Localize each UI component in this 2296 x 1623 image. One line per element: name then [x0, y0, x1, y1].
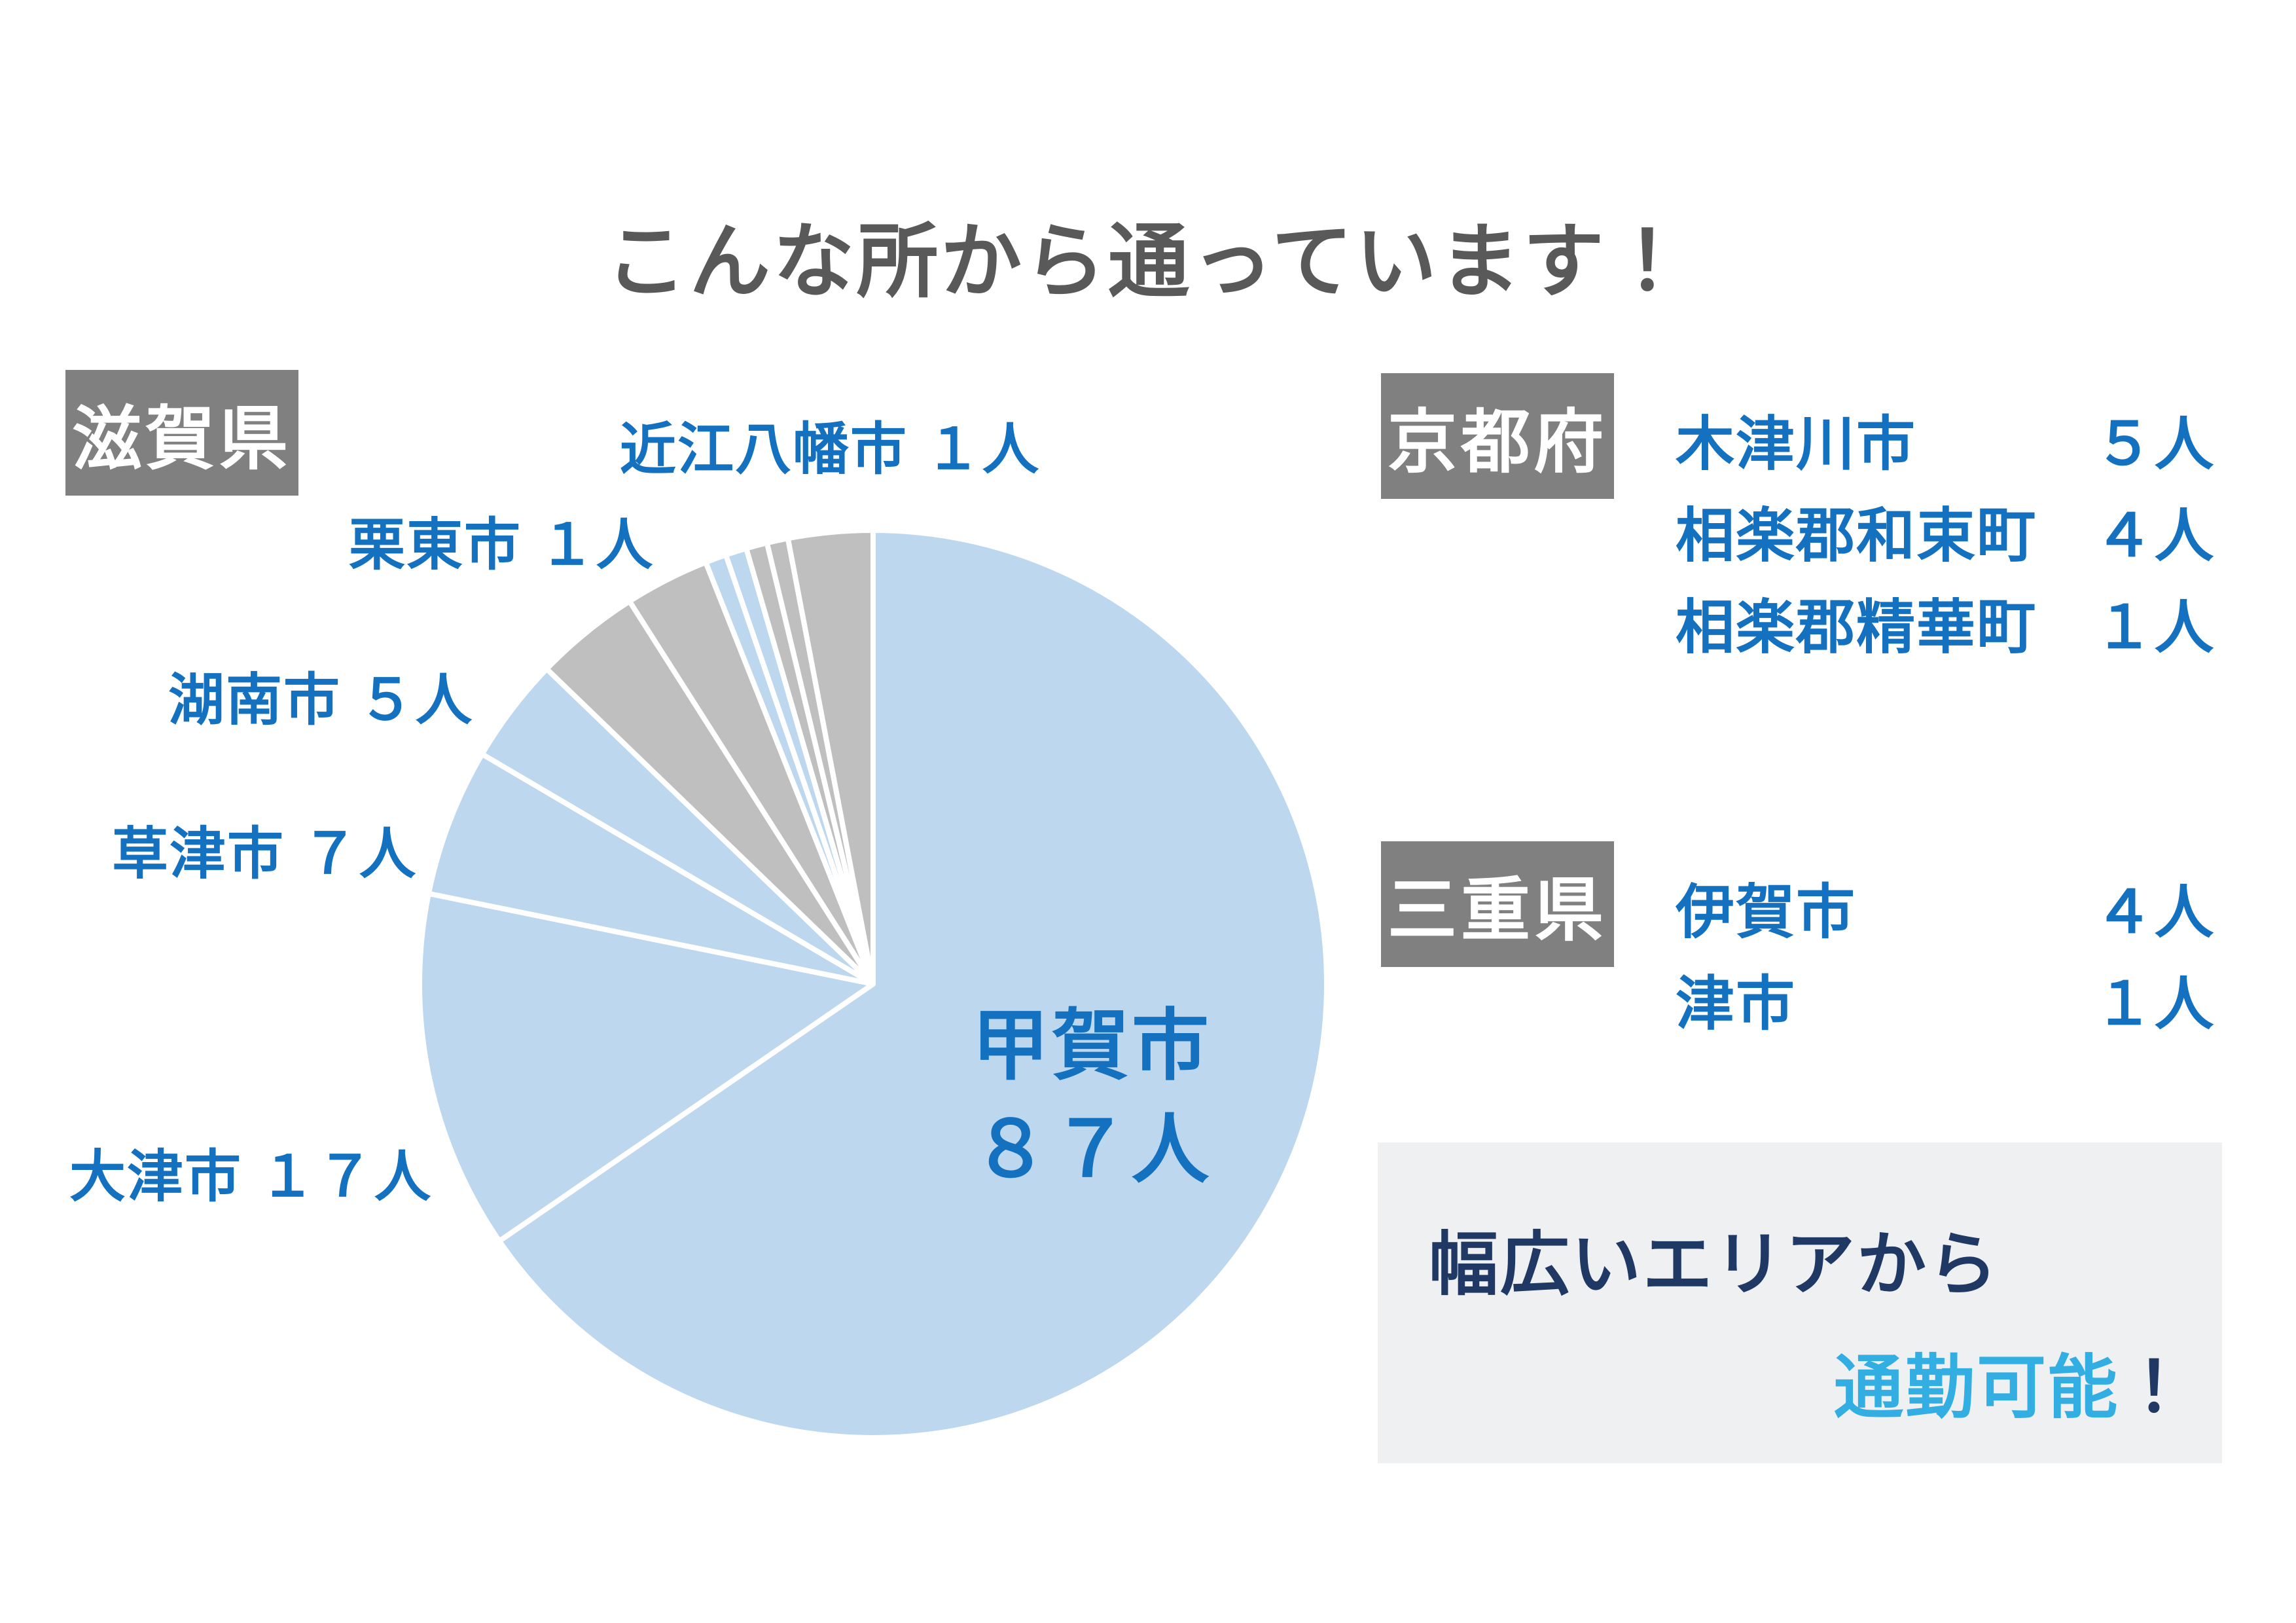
pie-slice-甲賀市	[496, 528, 1329, 1440]
pie-label-konan: 湖南市 ５人	[168, 668, 473, 732]
city-count: ５人	[2094, 412, 2215, 477]
city-name: 木津川市	[1676, 412, 1916, 477]
city-count: ４人	[2094, 880, 2215, 945]
pie-chart	[417, 528, 1329, 1440]
pie-slice-伊賀市	[785, 528, 876, 987]
badge-shiga: 滋賀県	[65, 370, 298, 496]
highlight-line1: 幅広いエリアから	[1429, 1226, 2000, 1304]
pie-label-koka-count: ８７人	[971, 1106, 1212, 1193]
city-count: １人	[2094, 595, 2215, 661]
badge-kyoto: 京都府	[1381, 373, 1614, 499]
highlight-accent: 通勤可能	[1834, 1349, 2119, 1427]
city-count: １人	[2094, 972, 2215, 1037]
city-name: 伊賀市	[1676, 880, 1856, 945]
pie-label-ritto: 栗東市 １人	[349, 513, 654, 577]
city-count: ４人	[2094, 503, 2215, 569]
highlight-line2: 通勤可能！	[1834, 1331, 2191, 1432]
pie-slice-大津市	[417, 890, 876, 1244]
pie-label-kusatsu: 草津市 ７人	[112, 822, 417, 886]
highlight-box: 幅広いエリアから 通勤可能！	[1378, 1142, 2222, 1463]
pie-slice-草津市	[425, 751, 876, 987]
kyoto-row-kizugawa: 木津川市 ５人	[1676, 406, 2225, 477]
pie-label-koka: 甲賀市 ８７人	[972, 994, 1211, 1201]
page-title: こんな所から通っています！	[605, 217, 1691, 307]
city-name: 相楽郡精華町	[1676, 595, 2037, 661]
mie-row-tsu: 津市 １人	[1676, 966, 2225, 1037]
kyoto-row-seika: 相楽郡精華町 １人	[1676, 589, 2225, 661]
city-name: 相楽郡和束町	[1676, 503, 2037, 569]
mie-row-iga: 伊賀市 ４人	[1676, 874, 2225, 945]
kyoto-row-wazuka: 相楽郡和束町 ４人	[1676, 498, 2225, 569]
pie-label-koka-city: 甲賀市	[971, 1002, 1212, 1089]
highlight-exclamation: ！	[2119, 1349, 2191, 1427]
pie-label-otsu: 大津市 １７人	[69, 1145, 432, 1209]
city-name: 津市	[1676, 972, 1796, 1037]
pie-label-omihachiman: 近江八幡市 １人	[620, 418, 1040, 481]
badge-mie: 三重県	[1381, 841, 1614, 967]
